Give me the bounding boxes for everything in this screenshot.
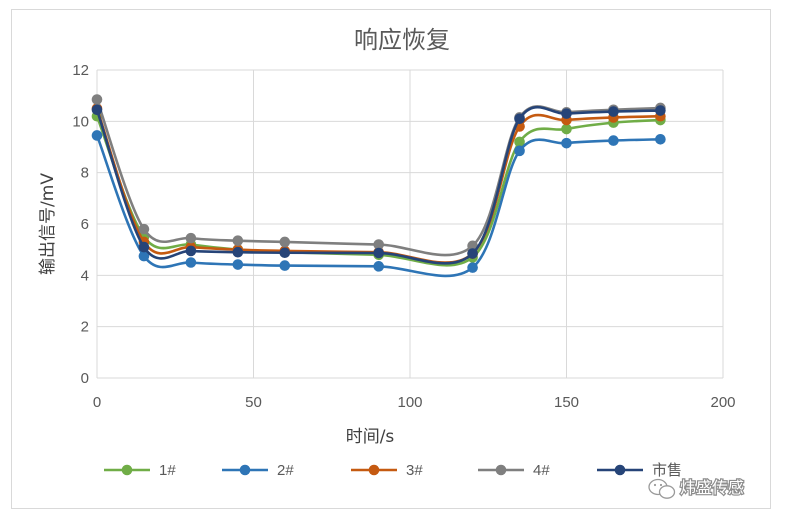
series-5 bbox=[91, 104, 666, 265]
data-point bbox=[91, 130, 103, 141]
legend-item: 2# bbox=[222, 462, 294, 479]
data-point bbox=[91, 104, 103, 116]
legend-marker bbox=[121, 464, 133, 476]
x-axis-title: 时间/s bbox=[346, 427, 395, 447]
legend-item: 市售 bbox=[597, 462, 682, 479]
y-tick-label: 12 bbox=[72, 62, 89, 79]
legend-label: 1# bbox=[159, 462, 176, 479]
data-point bbox=[185, 245, 197, 257]
legend-marker bbox=[495, 464, 507, 476]
data-point bbox=[232, 235, 244, 246]
data-point bbox=[232, 246, 244, 258]
data-point bbox=[655, 105, 666, 116]
legend-label: 3# bbox=[406, 462, 423, 479]
legend-marker bbox=[614, 464, 626, 476]
data-point bbox=[232, 259, 244, 270]
watermark: 炜盛传感 bbox=[648, 477, 745, 499]
data-point bbox=[655, 134, 666, 145]
wechat-icon bbox=[648, 478, 676, 499]
data-point bbox=[138, 250, 150, 262]
x-tick-label: 200 bbox=[710, 394, 735, 411]
y-tick-label: 6 bbox=[81, 216, 89, 233]
y-tick-label: 0 bbox=[81, 370, 89, 387]
data-point bbox=[561, 123, 572, 135]
chart-title: 响应恢复 bbox=[354, 26, 450, 54]
data-point bbox=[373, 261, 385, 272]
legend-label: 4# bbox=[533, 462, 550, 479]
data-point bbox=[561, 137, 572, 149]
legend: 1# 2# 3# 4# 市售 bbox=[104, 462, 682, 479]
y-axis-title: 输出信号/mV bbox=[38, 173, 58, 275]
legend-marker bbox=[368, 464, 380, 476]
data-point bbox=[373, 239, 385, 250]
watermark-text: 炜盛传感 bbox=[680, 478, 744, 497]
x-tick-label: 50 bbox=[245, 394, 262, 411]
data-point bbox=[138, 223, 150, 235]
data-point bbox=[467, 248, 478, 259]
data-point bbox=[514, 145, 525, 157]
data-point bbox=[185, 257, 197, 268]
legend-item: 3# bbox=[351, 462, 423, 479]
series-line bbox=[95, 99, 661, 257]
legend-label: 2# bbox=[277, 462, 294, 479]
data-point bbox=[608, 135, 619, 146]
data-point bbox=[561, 108, 572, 119]
data-point bbox=[467, 262, 478, 273]
axes: 0 2 4 6 8 10 12 0 50 100 150 200 bbox=[72, 62, 735, 411]
data-point bbox=[279, 236, 291, 248]
data-point bbox=[185, 232, 197, 244]
legend-item: 1# bbox=[104, 462, 176, 479]
y-tick-label: 10 bbox=[72, 113, 89, 130]
legend-marker bbox=[239, 464, 251, 476]
data-point bbox=[138, 241, 150, 253]
chart-frame: 响应恢复 0 2 4 6 8 10 12 0 50 100 150 200 时间/s 输出信号/mV … bbox=[11, 9, 771, 509]
y-tick-label: 2 bbox=[81, 319, 89, 336]
y-tick-label: 8 bbox=[81, 165, 89, 182]
legend-item: 4# bbox=[478, 462, 550, 479]
x-tick-label: 0 bbox=[93, 394, 101, 411]
data-point bbox=[514, 113, 525, 125]
data-point bbox=[91, 94, 103, 105]
legend-label: 市售 bbox=[652, 462, 682, 479]
data-point bbox=[608, 106, 619, 117]
data-point bbox=[467, 240, 478, 252]
series-lines bbox=[91, 94, 666, 278]
data-point bbox=[373, 247, 385, 259]
data-point bbox=[279, 260, 291, 271]
y-tick-label: 4 bbox=[81, 267, 89, 284]
x-tick-label: 150 bbox=[554, 394, 579, 411]
series-2 bbox=[91, 130, 666, 278]
data-point bbox=[514, 136, 525, 148]
data-point bbox=[279, 247, 291, 259]
x-tick-label: 100 bbox=[397, 394, 422, 411]
